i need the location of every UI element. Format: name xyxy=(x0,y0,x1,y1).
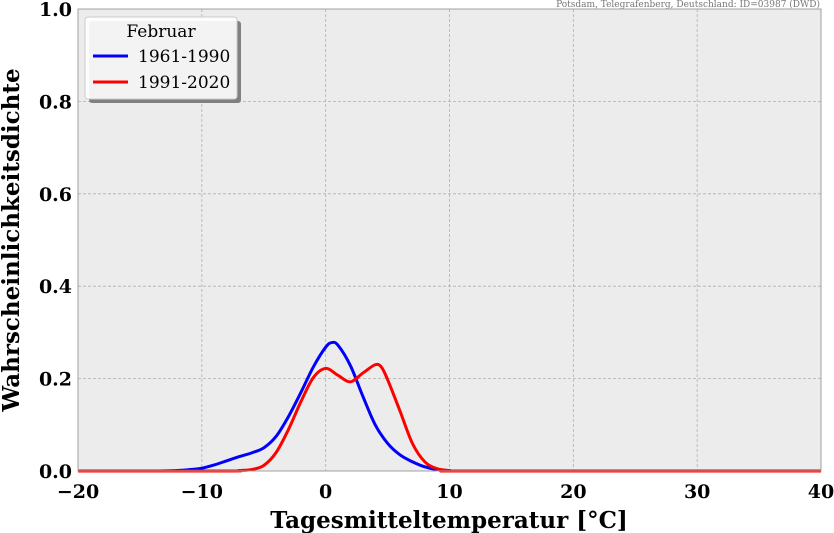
y-tick-label: 1.0 xyxy=(39,0,72,21)
series-line-1991-2020 xyxy=(78,362,821,473)
x-tick-label: −20 xyxy=(57,481,99,503)
x-tick-label: 20 xyxy=(560,481,586,503)
x-tick-label: 30 xyxy=(684,481,710,503)
x-tick-labels: −20 −10 0 10 20 30 40 xyxy=(57,481,834,503)
legend-label-1991-2020: 1991-2020 xyxy=(138,73,230,93)
x-tick-label: 40 xyxy=(808,481,834,503)
y-tick-label: 0.8 xyxy=(39,91,72,113)
y-tick-label: 0.2 xyxy=(39,369,72,391)
legend-box xyxy=(84,16,238,100)
y-tick-label: 0.0 xyxy=(39,461,72,483)
x-tick-label: −10 xyxy=(181,481,223,503)
legend-label-1961-1990: 1961-1990 xyxy=(138,47,230,67)
series-layer xyxy=(78,340,821,473)
x-tick-label: 0 xyxy=(319,481,332,503)
y-tick-label: 0.6 xyxy=(39,184,72,206)
series-line-1961-1990 xyxy=(78,340,821,473)
legend-title: Februar xyxy=(126,22,196,42)
source-note: Potsdam, Telegrafenberg, Deutschland: ID… xyxy=(556,0,820,10)
y-tick-labels: 0.0 0.2 0.4 0.6 0.8 1.0 xyxy=(39,0,72,483)
plot-frame xyxy=(77,8,822,472)
y-axis-label: Wahrscheinlichkeitsdichte xyxy=(0,68,25,412)
y-tick-label: 0.4 xyxy=(39,276,72,298)
x-tick-label: 10 xyxy=(436,481,462,503)
legend[interactable]: Februar 1961-1990 1991-2020 xyxy=(84,16,241,103)
x-axis-label: Tagesmitteltemperatur [°C] xyxy=(270,507,628,533)
